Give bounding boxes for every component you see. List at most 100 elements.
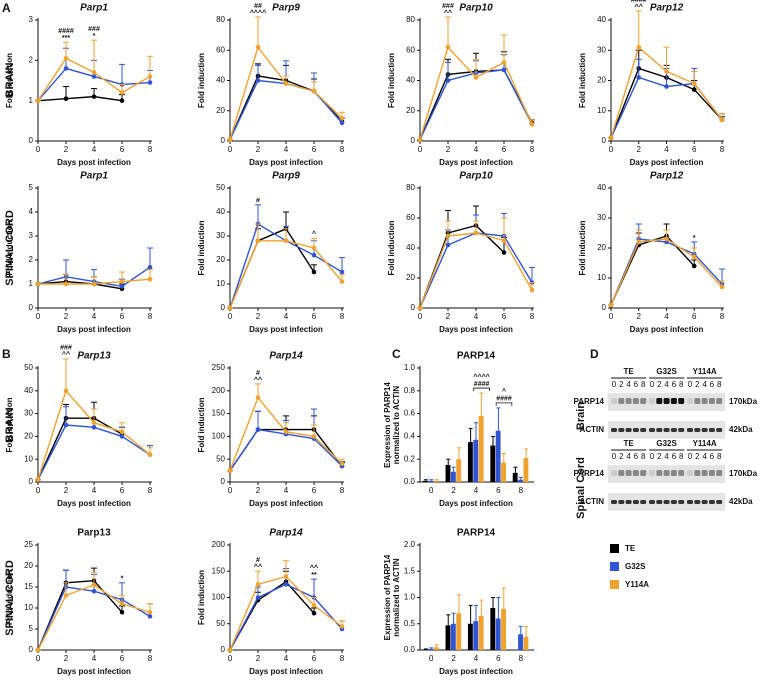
legend-swatch [610,544,619,553]
y-tick-label: 20 [406,106,415,115]
x-tick-label: 8 [340,312,345,321]
y-tick-label: 0 [221,645,226,654]
x-tick-label: 4 [92,145,97,154]
bar [518,634,523,650]
point [119,90,125,95]
point [608,302,614,308]
x-axis-label: Days post infection [630,325,704,334]
y-axis-label: Fold induction [5,53,14,108]
y-tick-label: 10 [24,603,33,612]
point [63,593,69,598]
point [311,603,317,608]
blot-band [632,398,639,404]
blot-lane-label: 6 [634,452,639,461]
chart-title: Parp1 [80,3,108,14]
blot-band [611,398,617,404]
point [311,434,317,439]
point [119,284,125,289]
x-tick-label: 0 [418,312,423,321]
line [37,280,123,290]
blot-lane-label: 2 [695,452,700,461]
point [119,279,125,284]
chart-title: Parp10 [459,171,493,182]
x-axis-label: Days post infection [57,158,131,167]
point [283,582,289,587]
point [283,429,289,435]
chart-title: Parp12 [650,171,684,182]
y-axis-label: Fold induction [5,397,14,452]
point [35,281,41,287]
point [719,117,725,123]
blot-band [625,398,632,404]
x-tick-label: 2 [451,654,456,663]
y-tick-label: 20 [597,243,606,252]
y-tick-label: 20 [24,432,33,441]
point [255,44,261,50]
blot-band [670,470,677,476]
point [63,56,69,61]
chart-title: Parp10 [459,3,493,14]
blot-lane-label: 4 [702,452,707,461]
blot-band [701,470,708,476]
point [119,429,125,435]
x-axis-label: Days post infection [57,499,131,508]
y-axis-label: Fold induction [197,53,206,108]
point [91,94,97,99]
line [419,224,505,309]
blot-band [687,428,693,432]
chart-title: Parp9 [272,171,300,182]
blot-band [625,470,632,476]
x-tick-label: 8 [340,486,345,495]
bracket [495,402,513,406]
line [419,69,533,140]
blot-tissue-label: Spinal Cord [575,457,587,519]
x-tick-label: 8 [340,145,345,154]
blot-band [708,398,715,404]
y-tick-label: 1 [29,279,34,288]
point [691,81,697,86]
x-tick-label: 0 [418,145,423,154]
x-tick-label: 4 [92,486,97,495]
y-axis-label: Fold induction [5,570,14,625]
point [119,601,125,607]
point [119,98,125,103]
bar [501,462,506,482]
point [35,477,41,483]
blot-band [716,428,723,432]
y-tick-label: 20 [597,76,606,85]
annotation: ^^^^ [250,9,266,17]
blot-band [694,428,701,432]
annotation: * [121,576,124,583]
point [91,582,97,588]
blot-band [670,398,677,404]
y-tick-label: 200 [212,540,226,549]
point [147,276,153,282]
blot-lane-label: 8 [641,380,646,389]
x-tick-label: 2 [256,145,261,154]
y-tick-label: 200 [212,386,226,395]
blot-lane-label: 0 [612,380,617,389]
y-tick-label: 20 [406,273,415,282]
point [119,434,125,439]
blot-lane-label: 6 [672,452,677,461]
blot-band [708,428,715,432]
annotation: ## [254,3,262,10]
x-tick-label: 6 [502,312,507,321]
blot-row-label: PARP14 [573,469,604,478]
blot-band [618,500,625,504]
annotation: ^^ [310,564,318,572]
bar [467,623,473,650]
y-tick-label: 1.0 [404,363,416,372]
x-tick-label: 4 [474,312,479,321]
x-axis-label: Days post infection [249,499,323,508]
y-tick-label: 0.4 [404,432,416,441]
blot-band [716,470,723,476]
y-tick-label: 2.0 [404,540,416,549]
x-tick-label: 6 [120,145,125,154]
point [119,609,125,615]
annotation: ^^ [444,9,452,17]
point [445,242,451,248]
point [147,614,153,619]
blot-band [694,500,701,504]
point [255,78,261,83]
